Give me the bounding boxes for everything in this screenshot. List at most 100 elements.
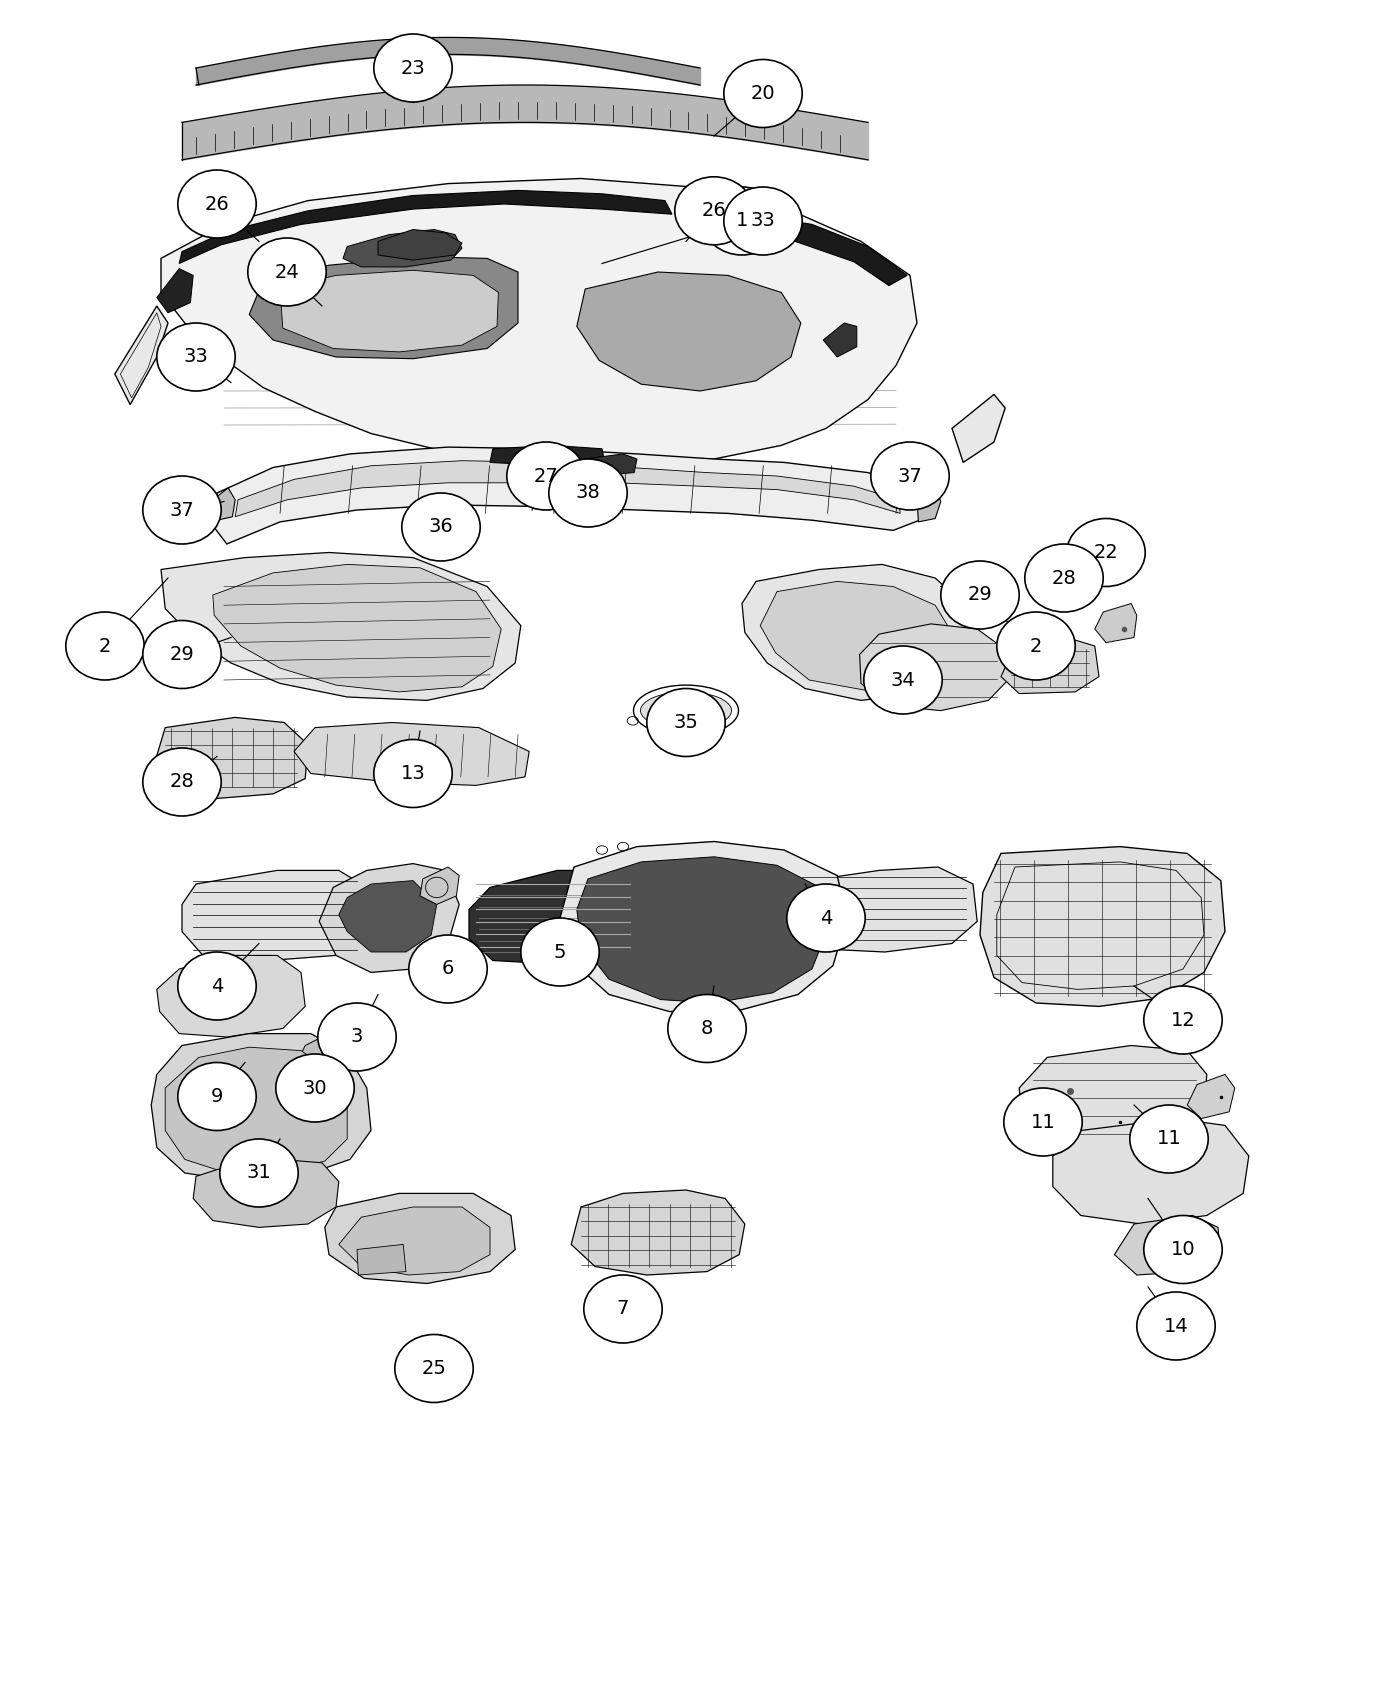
Ellipse shape — [1025, 544, 1103, 612]
Text: 4: 4 — [211, 976, 223, 996]
Ellipse shape — [521, 918, 599, 986]
Text: 34: 34 — [890, 670, 916, 690]
Ellipse shape — [724, 187, 802, 255]
Text: 26: 26 — [701, 201, 727, 221]
Text: 35: 35 — [673, 712, 699, 733]
Ellipse shape — [220, 1139, 298, 1207]
Text: 14: 14 — [1163, 1316, 1189, 1336]
Polygon shape — [165, 1047, 347, 1173]
Text: 3: 3 — [351, 1027, 363, 1047]
Polygon shape — [235, 461, 900, 517]
Polygon shape — [1053, 1119, 1249, 1224]
Text: 28: 28 — [1051, 568, 1077, 588]
Ellipse shape — [647, 688, 725, 756]
Text: 30: 30 — [302, 1078, 328, 1098]
Text: 33: 33 — [183, 347, 209, 367]
Text: 5: 5 — [554, 942, 566, 962]
Polygon shape — [213, 488, 235, 520]
Ellipse shape — [143, 620, 221, 688]
Polygon shape — [1095, 604, 1137, 643]
Polygon shape — [980, 847, 1225, 1006]
Ellipse shape — [318, 1003, 396, 1071]
Polygon shape — [182, 870, 367, 960]
Polygon shape — [161, 552, 521, 700]
Ellipse shape — [703, 187, 781, 255]
Text: 23: 23 — [400, 58, 426, 78]
Polygon shape — [115, 306, 168, 405]
Text: 6: 6 — [442, 959, 454, 979]
Ellipse shape — [507, 442, 585, 510]
Ellipse shape — [864, 646, 942, 714]
Ellipse shape — [276, 1054, 354, 1122]
Ellipse shape — [178, 952, 256, 1020]
Polygon shape — [157, 269, 193, 313]
Text: 2: 2 — [99, 636, 111, 656]
Polygon shape — [860, 624, 1008, 711]
Text: 27: 27 — [533, 466, 559, 486]
Polygon shape — [742, 564, 973, 700]
Polygon shape — [357, 1244, 406, 1275]
Ellipse shape — [641, 692, 731, 729]
Text: 37: 37 — [169, 500, 195, 520]
Ellipse shape — [143, 748, 221, 816]
Text: 29: 29 — [169, 644, 195, 665]
Text: 13: 13 — [400, 763, 426, 784]
Text: 33: 33 — [750, 211, 776, 231]
Ellipse shape — [871, 442, 949, 510]
Ellipse shape — [1004, 1088, 1082, 1156]
Polygon shape — [581, 454, 637, 476]
Polygon shape — [1114, 1216, 1221, 1275]
Polygon shape — [339, 881, 437, 952]
Ellipse shape — [1137, 1292, 1215, 1360]
Polygon shape — [683, 211, 907, 286]
Ellipse shape — [787, 884, 865, 952]
Ellipse shape — [675, 177, 753, 245]
Polygon shape — [1019, 1046, 1207, 1146]
Polygon shape — [161, 178, 917, 462]
Text: 29: 29 — [967, 585, 993, 605]
Text: 7: 7 — [617, 1299, 629, 1319]
Polygon shape — [917, 490, 941, 522]
Ellipse shape — [997, 612, 1075, 680]
Polygon shape — [571, 1190, 745, 1275]
Ellipse shape — [1130, 1105, 1208, 1173]
Polygon shape — [339, 1207, 490, 1275]
Polygon shape — [280, 270, 498, 352]
Ellipse shape — [248, 238, 326, 306]
Polygon shape — [952, 394, 1005, 462]
Text: 1: 1 — [736, 211, 748, 231]
Ellipse shape — [374, 34, 452, 102]
Ellipse shape — [409, 935, 487, 1003]
Ellipse shape — [1144, 986, 1222, 1054]
Ellipse shape — [143, 476, 221, 544]
Polygon shape — [560, 842, 847, 1012]
Ellipse shape — [395, 1334, 473, 1402]
Ellipse shape — [178, 170, 256, 238]
Ellipse shape — [584, 1275, 662, 1343]
Ellipse shape — [668, 994, 746, 1062]
Text: 36: 36 — [428, 517, 454, 537]
Ellipse shape — [1144, 1216, 1222, 1284]
Text: 38: 38 — [575, 483, 601, 503]
Text: 8: 8 — [701, 1018, 713, 1039]
Ellipse shape — [374, 740, 452, 808]
Ellipse shape — [178, 1062, 256, 1130]
Polygon shape — [154, 717, 308, 799]
Polygon shape — [791, 867, 977, 952]
Polygon shape — [151, 1034, 371, 1181]
Polygon shape — [210, 447, 924, 544]
Text: 11: 11 — [1156, 1129, 1182, 1149]
Ellipse shape — [941, 561, 1019, 629]
Text: 37: 37 — [897, 466, 923, 486]
Polygon shape — [577, 272, 801, 391]
Polygon shape — [420, 867, 459, 904]
Ellipse shape — [549, 459, 627, 527]
Text: 31: 31 — [246, 1163, 272, 1183]
Polygon shape — [823, 323, 857, 357]
Text: 25: 25 — [421, 1358, 447, 1379]
Text: 10: 10 — [1170, 1239, 1196, 1260]
Ellipse shape — [66, 612, 144, 680]
Polygon shape — [179, 190, 672, 264]
Text: 2: 2 — [1030, 636, 1042, 656]
Text: 28: 28 — [169, 772, 195, 792]
